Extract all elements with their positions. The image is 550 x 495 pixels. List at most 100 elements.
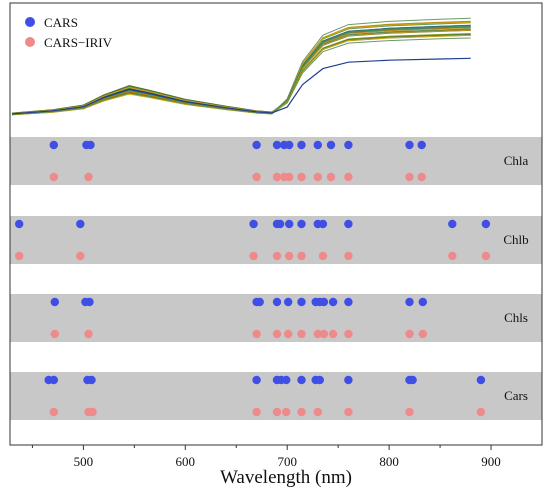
x-axis: 500 600 700 800 900 <box>31 445 501 469</box>
point-cars <box>405 140 414 150</box>
point-cars <box>344 375 353 385</box>
spectrum-curve <box>11 17 471 116</box>
legend: CARS CARS−IRIV <box>25 15 113 50</box>
point-cars-iriv <box>297 251 306 261</box>
x-tick-label: 700 <box>277 454 297 469</box>
point-cars-iriv <box>49 172 58 182</box>
point-cars <box>282 375 291 385</box>
point-cars <box>297 219 306 229</box>
point-cars <box>15 219 24 229</box>
point-cars <box>86 140 95 150</box>
point-cars-iriv <box>405 172 414 182</box>
row-labels-layer: Chla Chlb Chls Cars <box>503 153 528 403</box>
point-cars-iriv <box>344 251 353 261</box>
point-cars-iriv <box>313 407 322 417</box>
point-cars <box>318 219 328 229</box>
point-cars-iriv <box>252 172 261 182</box>
point-cars <box>252 375 261 385</box>
point-cars <box>417 140 426 150</box>
legend-marker-cars-iriv <box>25 37 35 47</box>
point-cars-iriv <box>272 329 282 339</box>
point-cars <box>275 219 285 229</box>
x-tick-label: 900 <box>481 454 501 469</box>
point-cars <box>319 297 329 307</box>
point-cars <box>408 375 417 385</box>
point-cars <box>315 375 324 385</box>
point-cars <box>481 219 491 229</box>
point-cars-iriv <box>272 251 282 261</box>
point-cars-iriv <box>344 329 353 339</box>
point-cars <box>87 375 96 385</box>
point-cars-iriv <box>84 172 93 182</box>
point-cars <box>252 140 261 150</box>
point-cars <box>328 297 338 307</box>
point-cars <box>344 219 353 229</box>
point-cars <box>418 297 427 307</box>
point-cars-iriv <box>285 172 294 182</box>
legend-label-cars: CARS <box>44 15 78 30</box>
point-cars <box>272 297 282 307</box>
point-cars <box>284 297 293 307</box>
point-cars-iriv <box>326 172 336 182</box>
point-cars-iriv <box>284 329 293 339</box>
x-tick-label: 800 <box>379 454 399 469</box>
point-cars-iriv <box>319 329 329 339</box>
point-cars <box>285 140 294 150</box>
point-cars-iriv <box>88 407 97 417</box>
row-label-cars: Cars <box>504 388 528 403</box>
point-cars <box>249 219 258 229</box>
row-label-chls: Chls <box>504 310 528 325</box>
point-cars-iriv <box>249 251 258 261</box>
point-cars-iriv <box>297 329 306 339</box>
point-cars-iriv <box>344 407 353 417</box>
point-cars <box>313 140 322 150</box>
point-cars <box>344 140 353 150</box>
spectrum-curve-lowest <box>11 57 471 115</box>
point-cars-iriv <box>297 172 306 182</box>
point-cars <box>297 140 306 150</box>
point-cars <box>448 219 457 229</box>
points-layer <box>15 140 491 417</box>
point-cars-iriv <box>272 407 282 417</box>
point-cars <box>255 297 264 307</box>
point-cars-iriv <box>344 172 353 182</box>
point-cars-iriv <box>481 251 491 261</box>
row-label-chla: Chla <box>504 153 529 168</box>
legend-label-cars-iriv: CARS−IRIV <box>44 35 113 50</box>
point-cars-iriv <box>418 329 427 339</box>
point-cars <box>326 140 336 150</box>
point-cars <box>76 219 85 229</box>
point-cars <box>297 297 306 307</box>
spectra-layer <box>11 17 471 116</box>
point-cars-iriv <box>297 407 306 417</box>
point-cars-iriv <box>448 251 457 261</box>
point-cars-iriv <box>313 172 322 182</box>
point-cars-iriv <box>252 407 261 417</box>
point-cars <box>476 375 486 385</box>
point-cars <box>85 297 94 307</box>
point-cars-iriv <box>15 251 24 261</box>
point-cars-iriv <box>49 407 58 417</box>
point-cars-iriv <box>405 407 414 417</box>
point-cars-iriv <box>328 329 338 339</box>
point-cars-iriv <box>313 329 322 339</box>
point-cars <box>297 375 306 385</box>
point-cars <box>50 297 59 307</box>
x-axis-label: Wavelength (nm) <box>220 467 352 488</box>
point-cars <box>49 140 58 150</box>
point-cars <box>344 297 353 307</box>
point-cars <box>272 140 282 150</box>
point-cars-iriv <box>417 172 426 182</box>
point-cars-iriv <box>285 251 294 261</box>
point-cars-iriv <box>318 251 328 261</box>
point-cars-iriv <box>84 329 93 339</box>
point-cars-iriv <box>252 329 261 339</box>
point-cars-iriv <box>282 407 291 417</box>
point-cars-iriv <box>405 329 414 339</box>
x-tick-label: 500 <box>74 454 94 469</box>
x-tick-label: 600 <box>176 454 196 469</box>
point-cars-iriv <box>272 172 282 182</box>
legend-marker-cars <box>25 17 35 27</box>
point-cars <box>285 219 294 229</box>
